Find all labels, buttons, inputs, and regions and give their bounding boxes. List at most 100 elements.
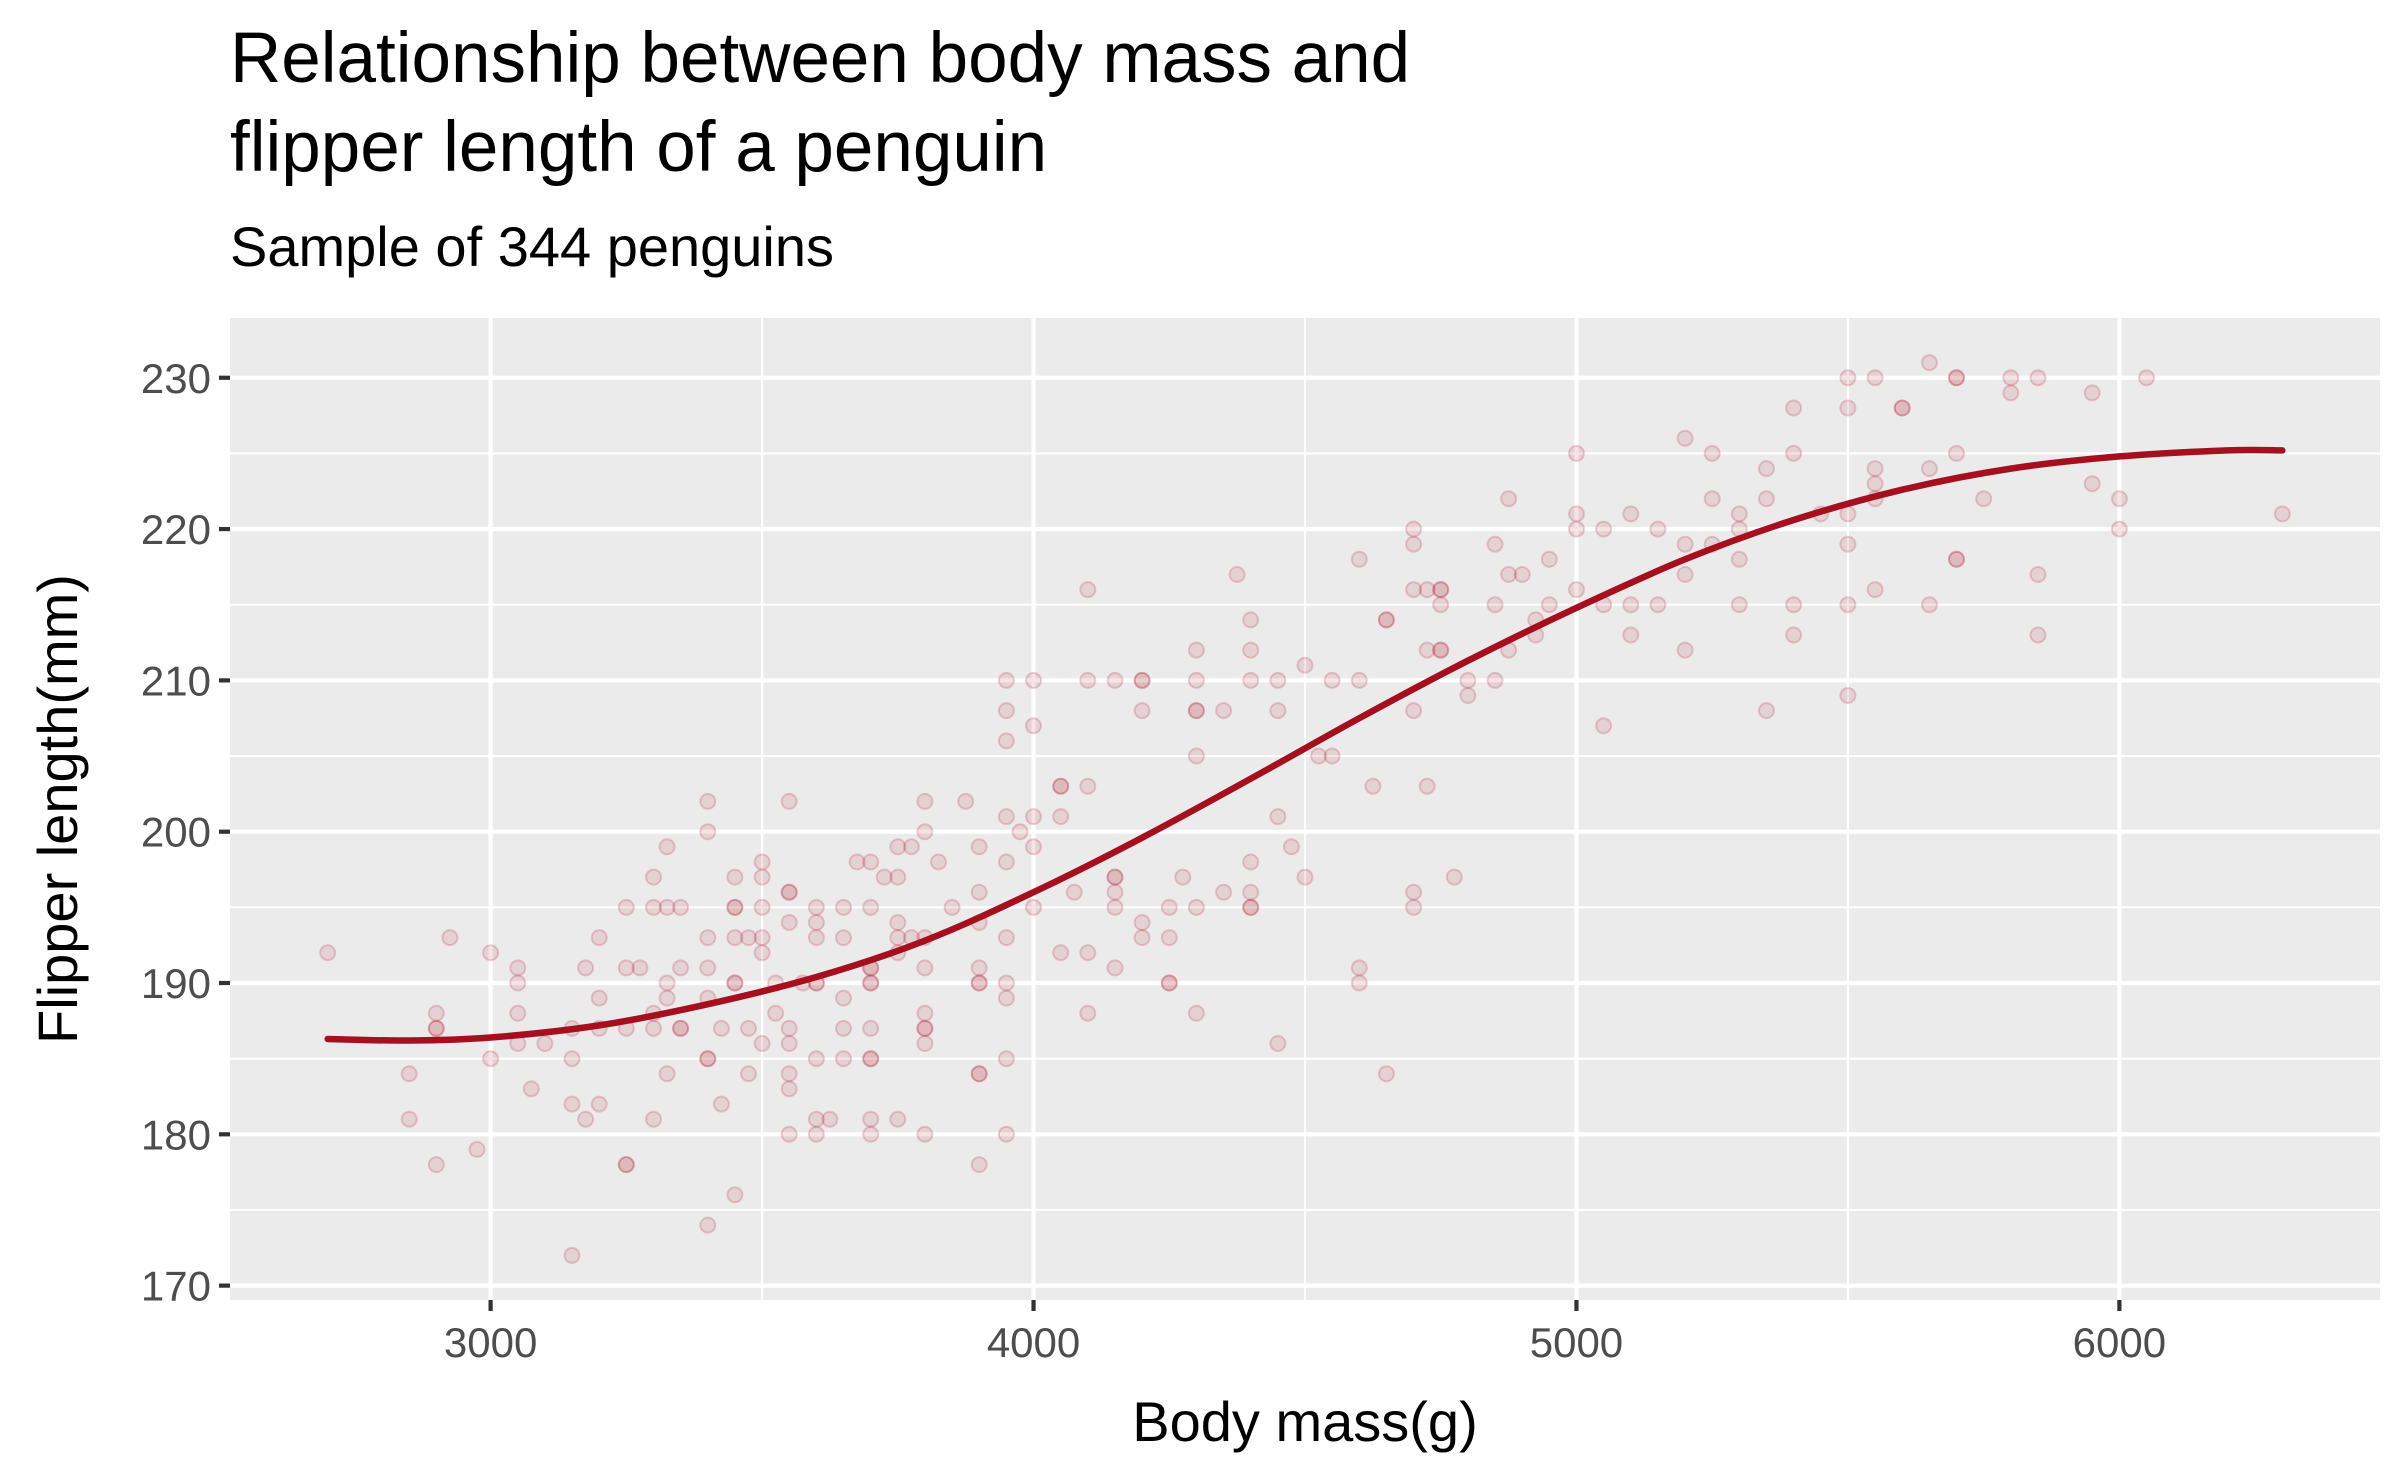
- data-point: [400, 1110, 418, 1128]
- data-point: [753, 944, 771, 962]
- data-point: [2002, 384, 2020, 402]
- data-point: [997, 1050, 1015, 1068]
- data-point: [1500, 490, 1518, 508]
- data-point: [712, 1019, 730, 1037]
- data-point: [780, 1035, 798, 1052]
- data-point: [1377, 611, 1395, 629]
- data-point: [1730, 550, 1748, 568]
- data-point: [1025, 717, 1042, 735]
- data-point: [1839, 505, 1857, 523]
- data-point: [862, 1019, 880, 1037]
- data-point: [1282, 838, 1300, 856]
- data-point: [1079, 1004, 1097, 1022]
- data-point: [970, 883, 988, 901]
- data-point: [780, 1065, 798, 1083]
- y-tick-label: 210: [141, 657, 211, 704]
- data-point: [726, 898, 744, 916]
- data-point: [1106, 868, 1124, 886]
- data-point: [1785, 626, 1803, 644]
- data-point: [699, 959, 717, 977]
- data-point: [997, 702, 1015, 720]
- data-point: [482, 944, 500, 962]
- data-point: [617, 898, 635, 916]
- data-point: [1269, 808, 1287, 826]
- data-point: [1568, 581, 1585, 599]
- data-point: [1187, 702, 1205, 720]
- data-point: [2110, 520, 2128, 538]
- data-point: [658, 974, 676, 992]
- data-point: [631, 959, 649, 977]
- data-point: [1405, 898, 1423, 916]
- data-point: [1758, 460, 1775, 478]
- data-point: [807, 898, 825, 916]
- data-point: [740, 1065, 757, 1083]
- data-point: [1445, 868, 1463, 886]
- data-point: [2029, 566, 2047, 583]
- data-point: [1405, 535, 1423, 553]
- data-point: [943, 898, 961, 916]
- y-axis-title: Flipper length(mm): [26, 574, 89, 1044]
- data-point: [1079, 581, 1097, 599]
- data-point: [1242, 641, 1260, 659]
- data-point: [1866, 581, 1884, 599]
- data-point: [1133, 702, 1151, 720]
- data-point: [1242, 898, 1260, 916]
- y-tick-label: 180: [141, 1111, 211, 1158]
- data-point: [427, 1156, 445, 1174]
- data-point: [672, 1019, 690, 1037]
- data-point: [902, 838, 920, 856]
- data-point: [862, 1110, 880, 1128]
- data-point: [1948, 550, 1965, 568]
- data-point: [916, 792, 934, 810]
- data-point: [712, 1095, 730, 1113]
- data-point: [1052, 777, 1070, 795]
- data-point: [1703, 444, 1721, 462]
- data-point: [1649, 520, 1667, 538]
- y-tick-label: 170: [141, 1263, 211, 1310]
- data-point: [889, 838, 907, 856]
- data-point: [658, 1065, 676, 1083]
- x-axis: 3000 4000 5000 6000: [444, 1300, 2166, 1366]
- y-tick-label: 220: [141, 506, 211, 553]
- data-point: [1785, 596, 1803, 614]
- data-points: [319, 354, 2291, 1264]
- data-point: [997, 974, 1015, 992]
- data-point: [1418, 777, 1436, 795]
- data-point: [1228, 566, 1246, 583]
- data-point: [2083, 384, 2101, 402]
- data-point: [726, 868, 744, 886]
- data-point: [780, 883, 798, 901]
- data-point: [577, 1110, 595, 1128]
- data-point: [1676, 535, 1694, 553]
- data-point: [482, 1050, 500, 1068]
- data-point: [807, 1110, 825, 1128]
- data-point: [862, 1050, 880, 1068]
- data-point: [699, 1050, 717, 1068]
- data-point: [726, 898, 744, 916]
- data-point: [916, 1019, 934, 1037]
- data-point: [658, 898, 676, 916]
- data-point: [1133, 929, 1151, 947]
- data-point: [1730, 596, 1748, 614]
- data-point: [916, 959, 934, 977]
- data-point: [807, 929, 825, 947]
- data-point: [916, 1019, 934, 1037]
- data-point: [1948, 444, 1965, 462]
- data-point: [1866, 460, 1884, 478]
- data-point: [1703, 490, 1721, 508]
- data-point: [875, 868, 893, 886]
- data-point: [835, 989, 852, 1007]
- data-point: [997, 732, 1015, 750]
- trend-line: [324, 446, 2286, 1044]
- data-point: [672, 959, 690, 977]
- data-point: [1432, 641, 1450, 659]
- data-point: [699, 823, 717, 841]
- data-point: [780, 792, 798, 810]
- data-point: [672, 1019, 690, 1037]
- data-point: [889, 1110, 907, 1128]
- data-point: [740, 929, 757, 947]
- data-point: [1893, 399, 1911, 417]
- data-point: [1676, 429, 1694, 447]
- data-point: [780, 1019, 798, 1037]
